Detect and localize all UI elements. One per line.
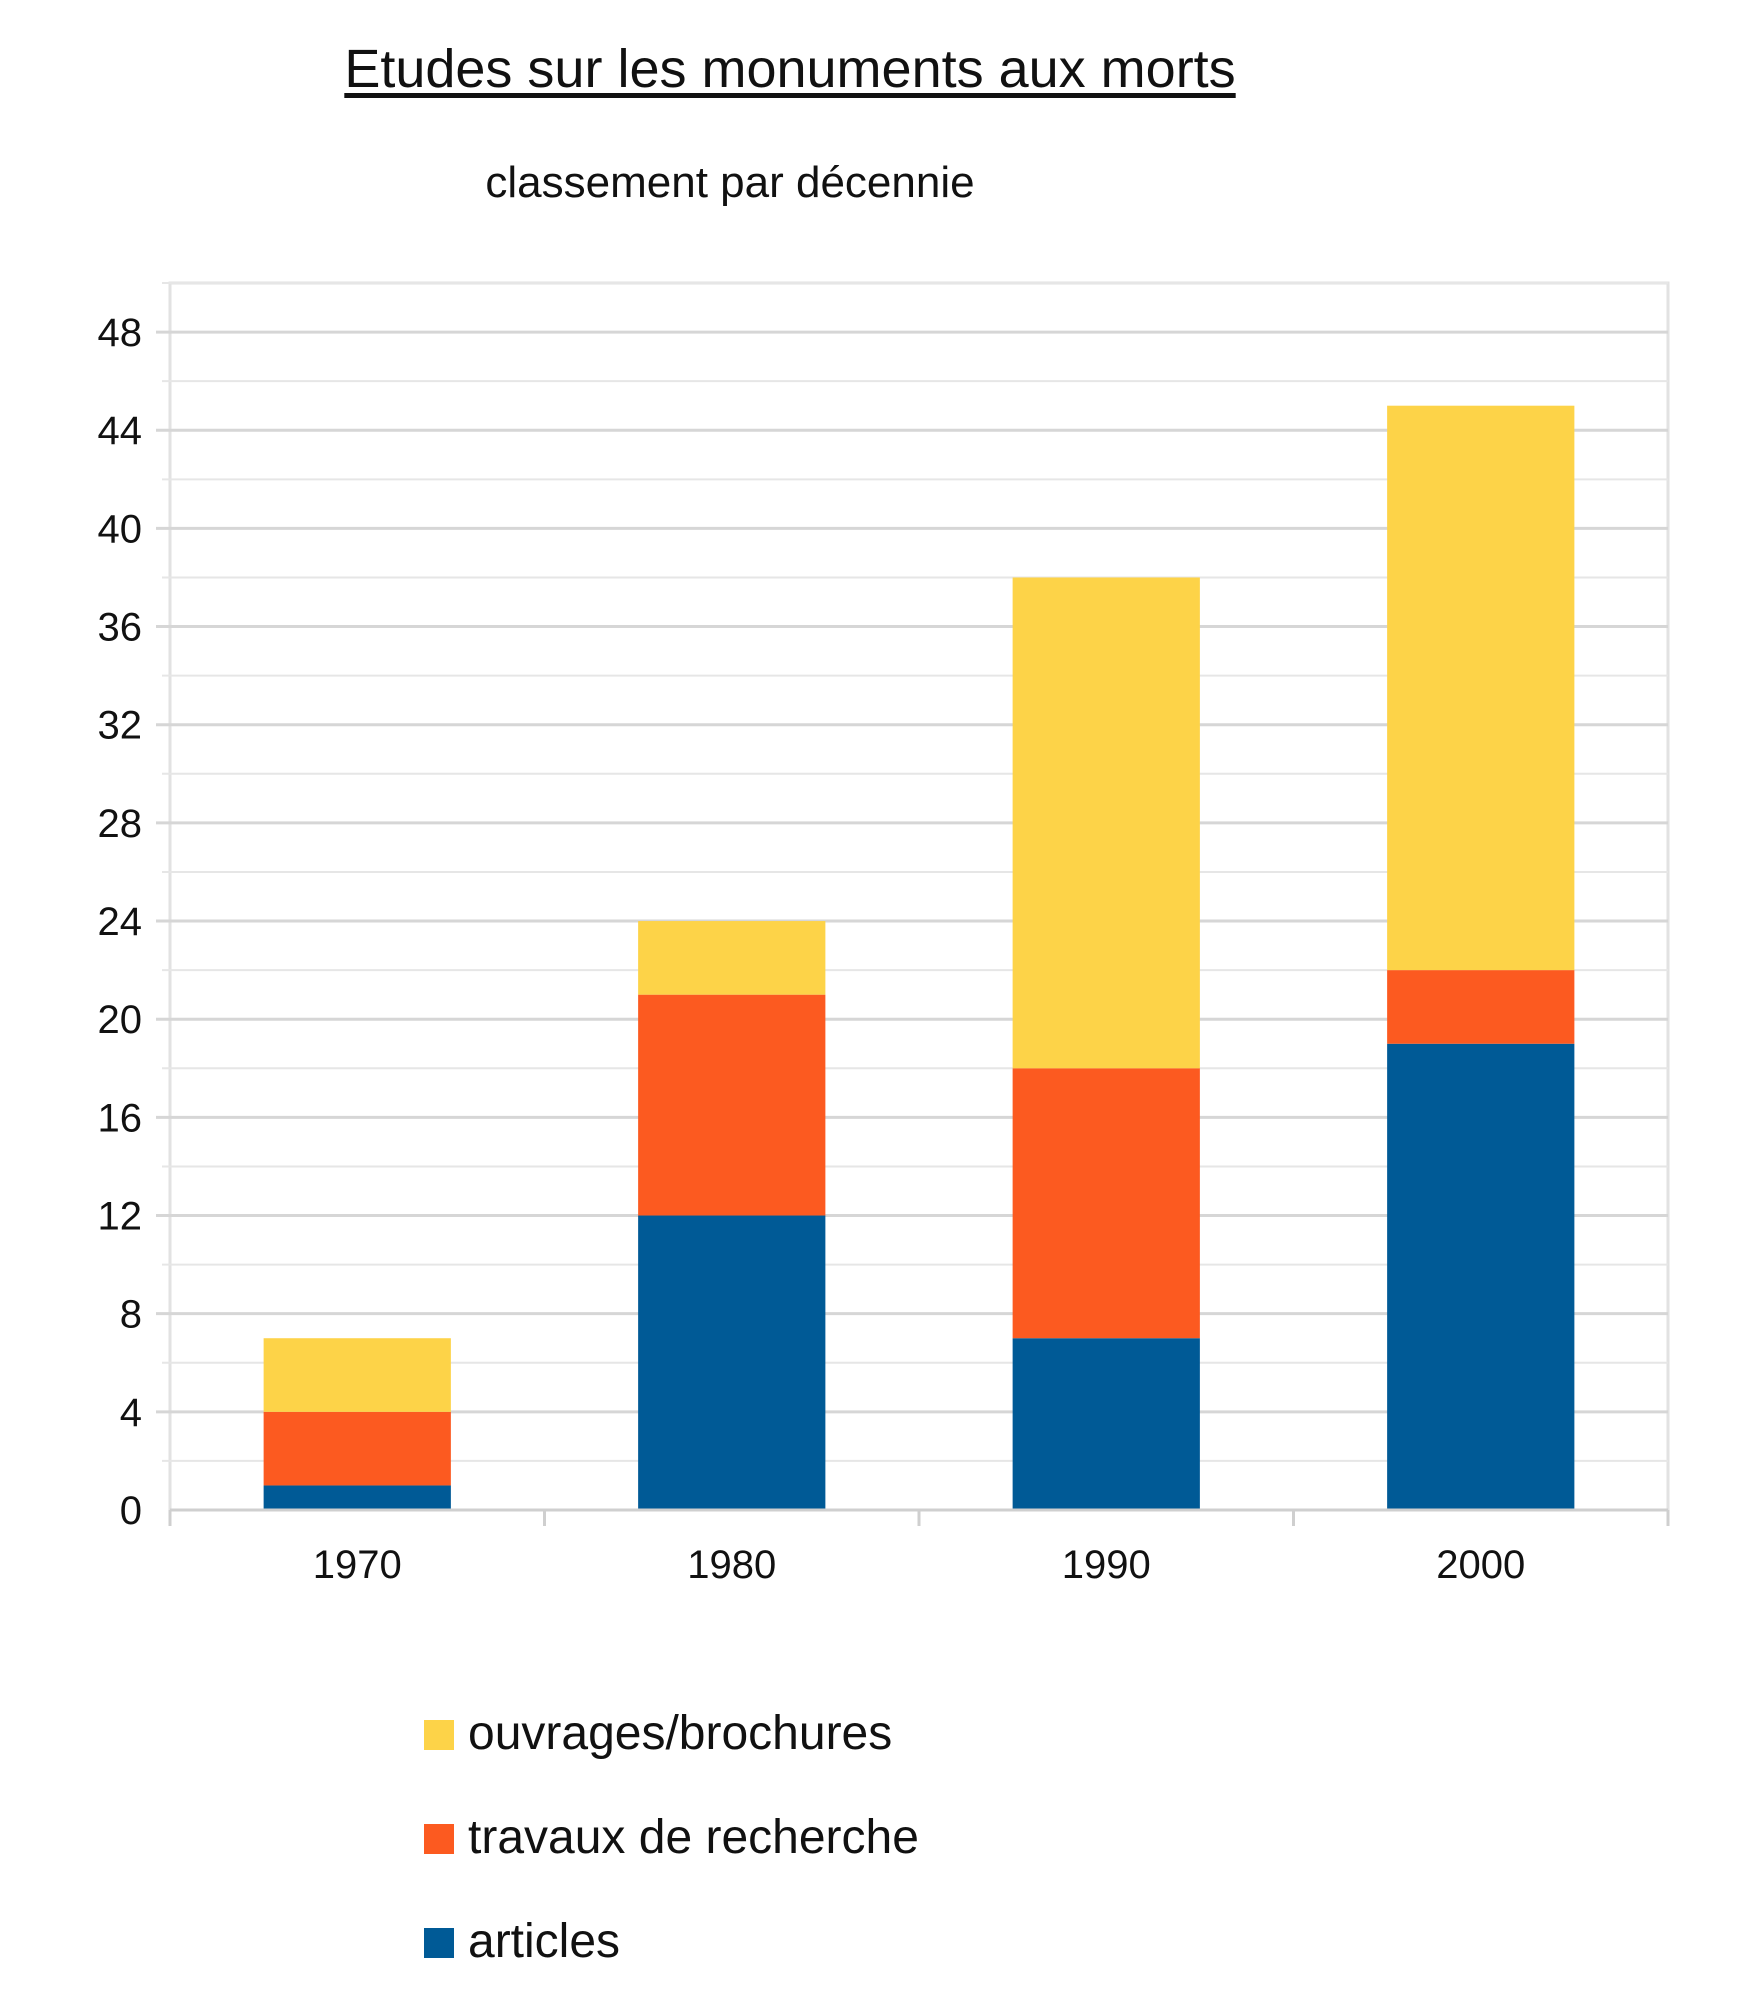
x-tick-label: 1970 — [313, 1543, 402, 1587]
legend-label: ouvrages/brochures — [468, 1707, 893, 1760]
y-tick-label: 48 — [98, 311, 143, 355]
y-tick-label: 36 — [98, 606, 143, 650]
bar-segment — [1387, 970, 1575, 1044]
bar-segment — [638, 1215, 826, 1510]
y-tick-label: 24 — [98, 900, 143, 944]
bar-segment — [1012, 1338, 1200, 1510]
x-tick-label: 1980 — [687, 1543, 776, 1587]
bar-segment — [263, 1338, 451, 1412]
y-tick-label: 20 — [98, 998, 143, 1042]
bar-segment — [263, 1485, 451, 1510]
y-tick-label: 4 — [120, 1391, 142, 1435]
y-tick-label: 40 — [98, 507, 143, 551]
y-tick-label: 8 — [120, 1293, 142, 1337]
bar-segment — [1387, 405, 1575, 971]
x-tick-label: 2000 — [1436, 1543, 1525, 1587]
bar-segment — [638, 921, 826, 995]
bar-segment — [1387, 1043, 1575, 1510]
bars — [263, 405, 1575, 1510]
y-tick-label: 0 — [120, 1489, 142, 1533]
bar-segment — [1012, 1068, 1200, 1339]
bar-segment — [263, 1411, 451, 1486]
bar-segment — [638, 994, 826, 1216]
legend-swatch — [424, 1720, 454, 1750]
chart-subtitle: classement par décennie — [485, 158, 975, 207]
legend-swatch — [424, 1824, 454, 1854]
legend-swatch — [424, 1928, 454, 1958]
chart-title: Etudes sur les monuments aux morts — [344, 39, 1236, 99]
legend-label: articles — [468, 1915, 621, 1968]
bar-segment — [1012, 577, 1200, 1069]
y-tick-label: 16 — [98, 1096, 143, 1140]
y-tick-label: 28 — [98, 802, 143, 846]
x-tick-label: 1990 — [1062, 1543, 1151, 1587]
y-tick-label: 12 — [98, 1195, 143, 1239]
y-tick-label: 44 — [98, 409, 143, 453]
y-tick-label: 32 — [98, 704, 143, 748]
legend-label: travaux de recherche — [468, 1811, 919, 1864]
